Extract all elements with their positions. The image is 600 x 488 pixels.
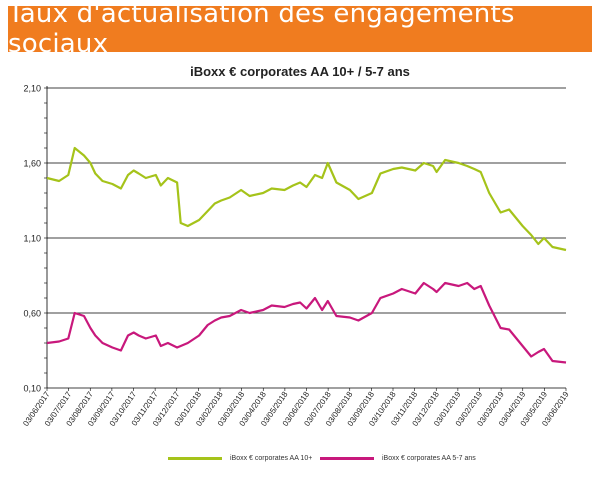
series-line-1 — [46, 281, 567, 364]
y-tick-label: 0,60 — [23, 309, 41, 319]
y-tick-label: 1,10 — [23, 234, 41, 244]
legend-swatch-aa57 — [320, 457, 374, 460]
series-layer — [46, 146, 567, 364]
series-line-0 — [46, 146, 567, 252]
page-banner: Taux d'actualisation des engagements soc… — [8, 0, 592, 59]
axis-layer — [44, 86, 567, 391]
legend-label-aa10: iBoxx € corporates AA 10+ — [230, 455, 313, 462]
chart-title: iBoxx € corporates AA 10+ / 5-7 ans — [190, 64, 410, 79]
legend-label-aa57: iBoxx € corporates AA 5-7 ans — [382, 455, 476, 462]
y-tick-labels: 0,10 0,60 1,10 1,60 2,10 — [23, 84, 41, 394]
legend-item-aa57: iBoxx € corporates AA 5-7 ans — [320, 455, 476, 462]
legend-item-aa10: iBoxx € corporates AA 10+ — [168, 455, 312, 462]
legend: iBoxx € corporates AA 10+ iBoxx € corpor… — [0, 455, 600, 473]
x-tick-labels: 03/06/201703/07/201703/08/201703/09/2017… — [21, 390, 571, 428]
y-tick-label: 0,10 — [23, 384, 41, 394]
banner-title: Taux d'actualisation des engagements soc… — [8, 0, 515, 59]
legend-swatch-aa10 — [168, 457, 222, 460]
y-tick-label: 1,60 — [23, 159, 41, 169]
y-tick-label: 2,10 — [23, 84, 41, 94]
line-chart: 0,10 0,60 1,10 1,60 2,10 03/06/201703/07/201… — [21, 84, 571, 428]
